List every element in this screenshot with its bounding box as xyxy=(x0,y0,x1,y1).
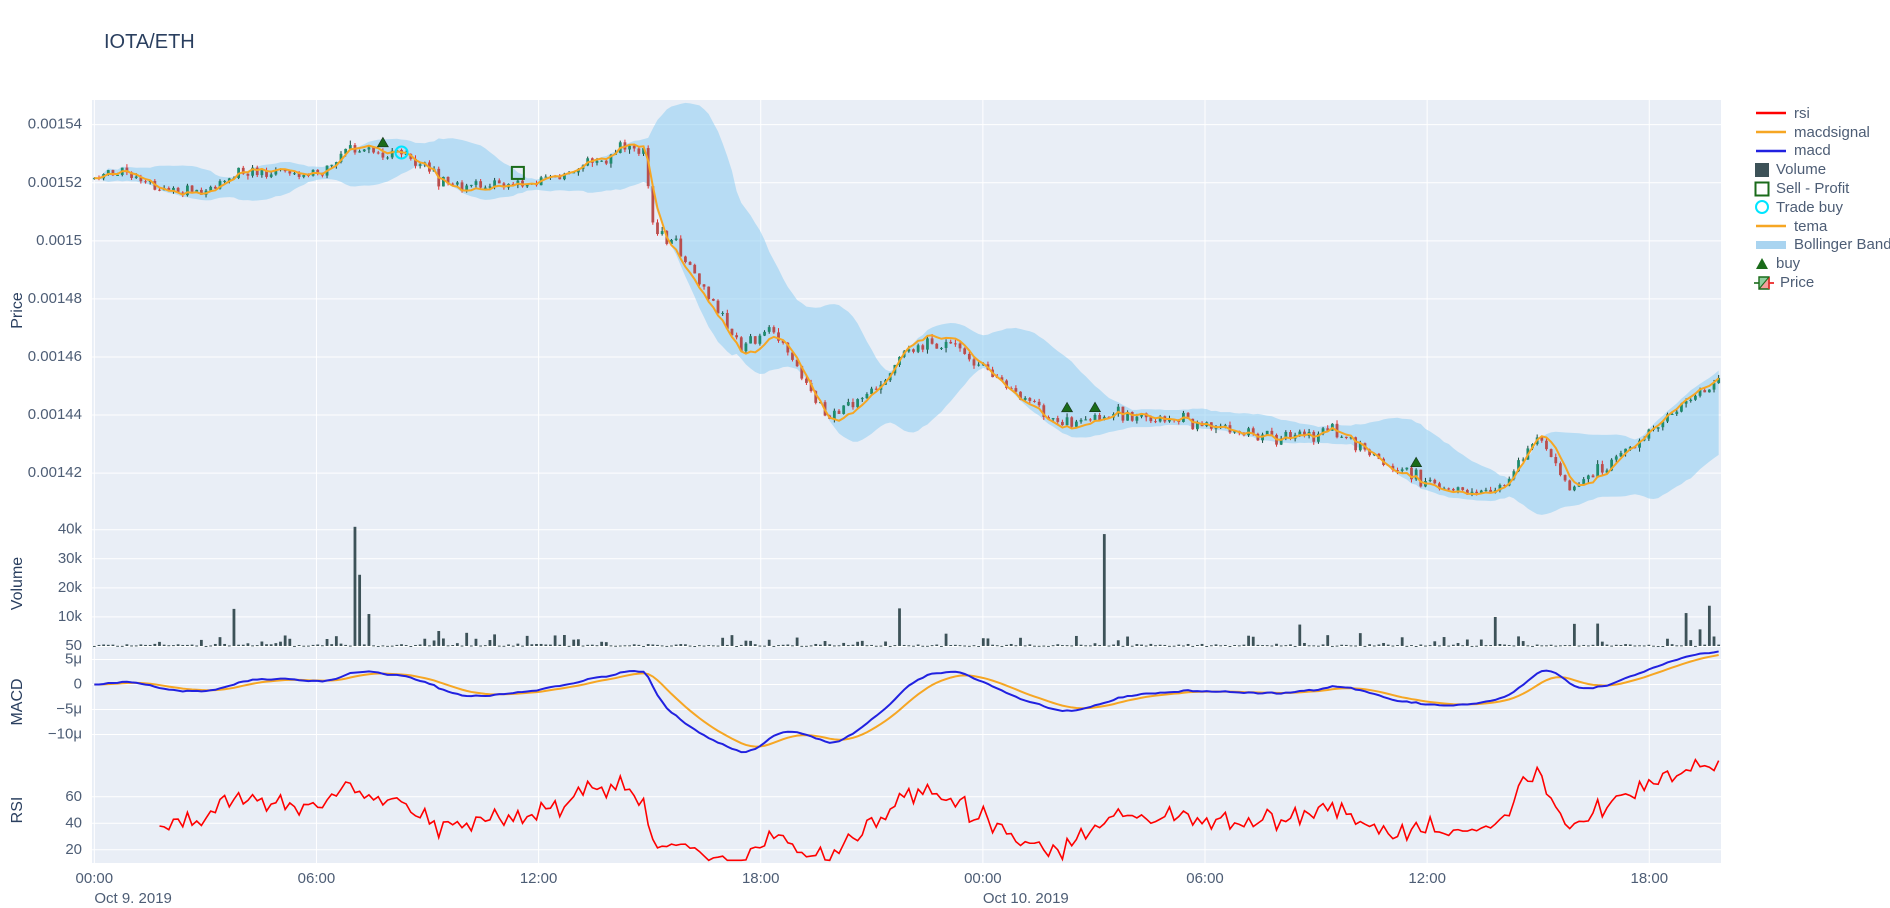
svg-text:0.00148: 0.00148 xyxy=(28,290,82,307)
svg-text:06:00: 06:00 xyxy=(1186,870,1224,887)
svg-text:0.00142: 0.00142 xyxy=(28,464,82,481)
svg-text:40: 40 xyxy=(65,814,82,831)
svg-text:Price: Price xyxy=(9,292,26,329)
svg-text:0.00152: 0.00152 xyxy=(28,174,82,191)
svg-text:MACD: MACD xyxy=(9,678,26,725)
svg-text:06:00: 06:00 xyxy=(298,870,336,887)
svg-text:0.00144: 0.00144 xyxy=(28,406,82,423)
svg-text:5μ: 5μ xyxy=(65,651,82,668)
svg-text:30k: 30k xyxy=(58,550,83,567)
svg-text:10k: 10k xyxy=(58,608,83,625)
svg-text:Volume: Volume xyxy=(9,557,26,610)
svg-text:00:00: 00:00 xyxy=(76,870,114,887)
svg-text:0: 0 xyxy=(74,676,82,693)
svg-text:−5μ: −5μ xyxy=(56,701,82,718)
svg-text:−10μ: −10μ xyxy=(48,726,82,743)
svg-text:0.0015: 0.0015 xyxy=(36,232,82,249)
svg-text:0.00154: 0.00154 xyxy=(28,116,82,133)
svg-text:20: 20 xyxy=(65,841,82,858)
svg-text:IOTA/ETH: IOTA/ETH xyxy=(104,31,195,53)
svg-text:0.00146: 0.00146 xyxy=(28,348,82,365)
svg-text:20k: 20k xyxy=(58,579,83,596)
svg-text:18:00: 18:00 xyxy=(742,870,780,887)
svg-text:40k: 40k xyxy=(58,521,83,538)
svg-text:18:00: 18:00 xyxy=(1631,870,1669,887)
svg-text:Oct 10, 2019: Oct 10, 2019 xyxy=(983,890,1069,903)
svg-text:60: 60 xyxy=(65,788,82,805)
svg-text:RSI: RSI xyxy=(9,797,26,824)
svg-text:00:00: 00:00 xyxy=(964,870,1002,887)
svg-text:12:00: 12:00 xyxy=(520,870,558,887)
svg-text:Oct 9, 2019: Oct 9, 2019 xyxy=(94,890,172,903)
svg-text:12:00: 12:00 xyxy=(1408,870,1446,887)
